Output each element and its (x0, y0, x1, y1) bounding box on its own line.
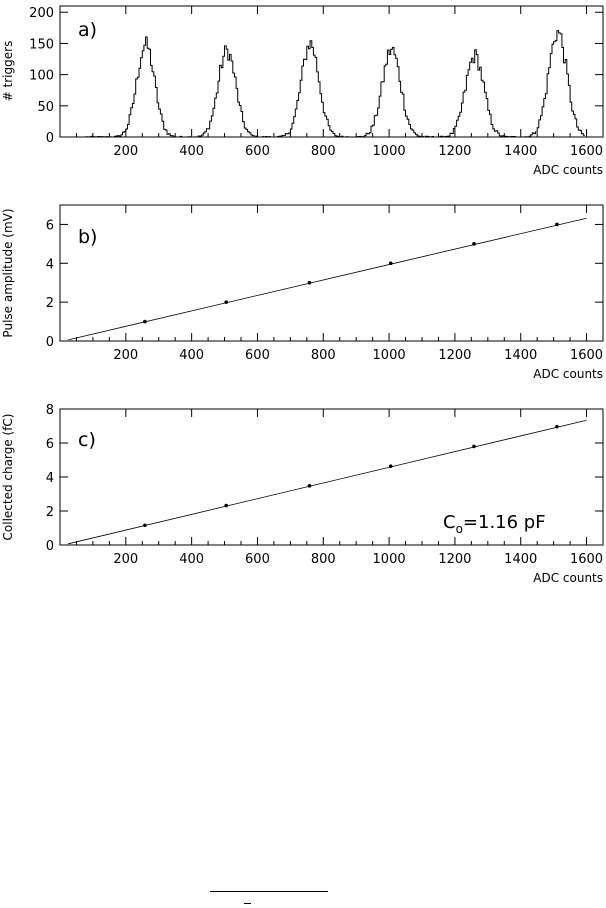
data-point (472, 242, 476, 246)
annotation-main: C (443, 512, 456, 533)
y-ticks: 0 2 4 6 (46, 218, 603, 350)
x-tick-label: 1000 (373, 144, 406, 159)
x-tick-label: 400 (179, 348, 204, 363)
x-tick-label: 400 (179, 144, 204, 159)
data-point (143, 319, 147, 324)
x-tick-label: 1600 (570, 144, 603, 159)
y-tick-label: 100 (29, 69, 54, 84)
y-tick-label: 150 (29, 37, 54, 52)
x-tick-label: 1400 (504, 348, 537, 363)
y-tick-label: 0 (46, 335, 54, 350)
histogram-series (85, 30, 585, 138)
x-tick-label: 600 (245, 144, 270, 159)
panel-a: 200 400 600 800 1000 1200 1400 1600 0 50 100 150 20… (1, 5, 604, 177)
y-tick-label: 2 (46, 505, 54, 520)
x-ticks: 200 400 600 800 1000 1200 1400 1600 (75, 409, 603, 567)
x-tick-label: 1600 (570, 552, 603, 567)
x-ticks: 200 400 600 800 1000 1200 1400 1600 (75, 6, 603, 159)
y-axis-title: Pulse amplitude (mV) (1, 208, 15, 337)
x-tick-label: 800 (311, 144, 336, 159)
x-tick-label: 1000 (373, 348, 406, 363)
data-point (307, 280, 312, 285)
y-axis-title: Collected charge (fC) (1, 414, 15, 541)
x-tick-label: 200 (113, 552, 138, 567)
x-tick-label: 200 (113, 144, 138, 159)
x-tick-label: 800 (311, 552, 336, 567)
panel-label: c) (78, 429, 96, 451)
x-ticks: 200 400 600 800 1000 1200 1400 1600 (75, 205, 603, 363)
fit-line (68, 217, 587, 341)
x-tick-label: 1200 (438, 552, 471, 567)
y-tick-label: 200 (29, 6, 54, 21)
data-point (307, 484, 312, 488)
y-tick-label: 0 (46, 131, 54, 146)
y-axis-title: # triggers (1, 41, 15, 102)
footnote-rule (210, 891, 328, 892)
x-axis-title: ADC counts (533, 571, 603, 585)
y-tick-label: 50 (37, 100, 54, 115)
y-tick-label: 4 (46, 257, 54, 272)
capacitance-annotation: Co=1.16 pF (443, 512, 546, 536)
panel-label: b) (78, 226, 97, 248)
x-axis-title: ADC counts (533, 163, 603, 177)
x-tick-label: 600 (245, 552, 270, 567)
panel-label: a) (78, 19, 97, 41)
data-points (143, 222, 559, 324)
annotation-subscript: o (456, 522, 463, 536)
x-tick-label: 1200 (438, 348, 471, 363)
y-tick-label: 2 (46, 296, 54, 311)
data-point (555, 222, 559, 227)
data-point (143, 523, 147, 528)
y-tick-label: 6 (46, 218, 54, 233)
x-tick-label: 400 (179, 552, 204, 567)
x-tick-label: 200 (113, 348, 138, 363)
x-tick-label: 1400 (504, 144, 537, 159)
x-tick-label: 1400 (504, 552, 537, 567)
plot-frame (59, 204, 604, 342)
annotation-rest: =1.16 pF (463, 512, 546, 533)
y-ticks: 0 50 100 150 200 (29, 6, 603, 146)
data-point (224, 300, 228, 304)
data-points (143, 424, 559, 528)
x-tick-label: 600 (245, 348, 270, 363)
data-point (472, 444, 476, 449)
x-axis-title: ADC counts (533, 367, 603, 381)
data-point (388, 261, 393, 266)
x-tick-label: 1600 (570, 348, 603, 363)
data-point (388, 464, 393, 468)
plot-frame (59, 5, 604, 138)
x-tick-label: 800 (311, 348, 336, 363)
y-tick-label: 0 (46, 539, 54, 554)
data-point (555, 424, 559, 429)
panel-c: 200 400 600 800 1000 1200 1400 1600 0 2 4 6 8 c) AD… (1, 403, 604, 585)
y-ticks: 0 2 4 6 8 (46, 403, 603, 554)
panel-b: 200 400 600 800 1000 1200 1400 1600 0 2 4 6 b) ADC… (1, 204, 604, 381)
x-tick-label: 1000 (373, 552, 406, 567)
y-tick-label: 6 (46, 437, 54, 452)
data-point (224, 503, 228, 508)
x-tick-label: 1200 (438, 144, 471, 159)
y-tick-label: 4 (46, 471, 54, 486)
footnote-mark (244, 903, 251, 904)
fit-line (68, 419, 587, 545)
y-tick-label: 8 (46, 403, 54, 418)
